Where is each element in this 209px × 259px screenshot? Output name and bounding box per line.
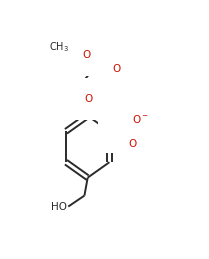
Text: O: O: [84, 94, 93, 104]
Text: O$^-$: O$^-$: [132, 113, 149, 125]
Text: CH$_3$: CH$_3$: [49, 41, 69, 54]
Text: O: O: [129, 139, 137, 149]
Text: O: O: [83, 50, 91, 60]
Text: HO: HO: [51, 202, 67, 212]
Text: N$^+$: N$^+$: [113, 125, 130, 138]
Text: O: O: [112, 64, 120, 74]
